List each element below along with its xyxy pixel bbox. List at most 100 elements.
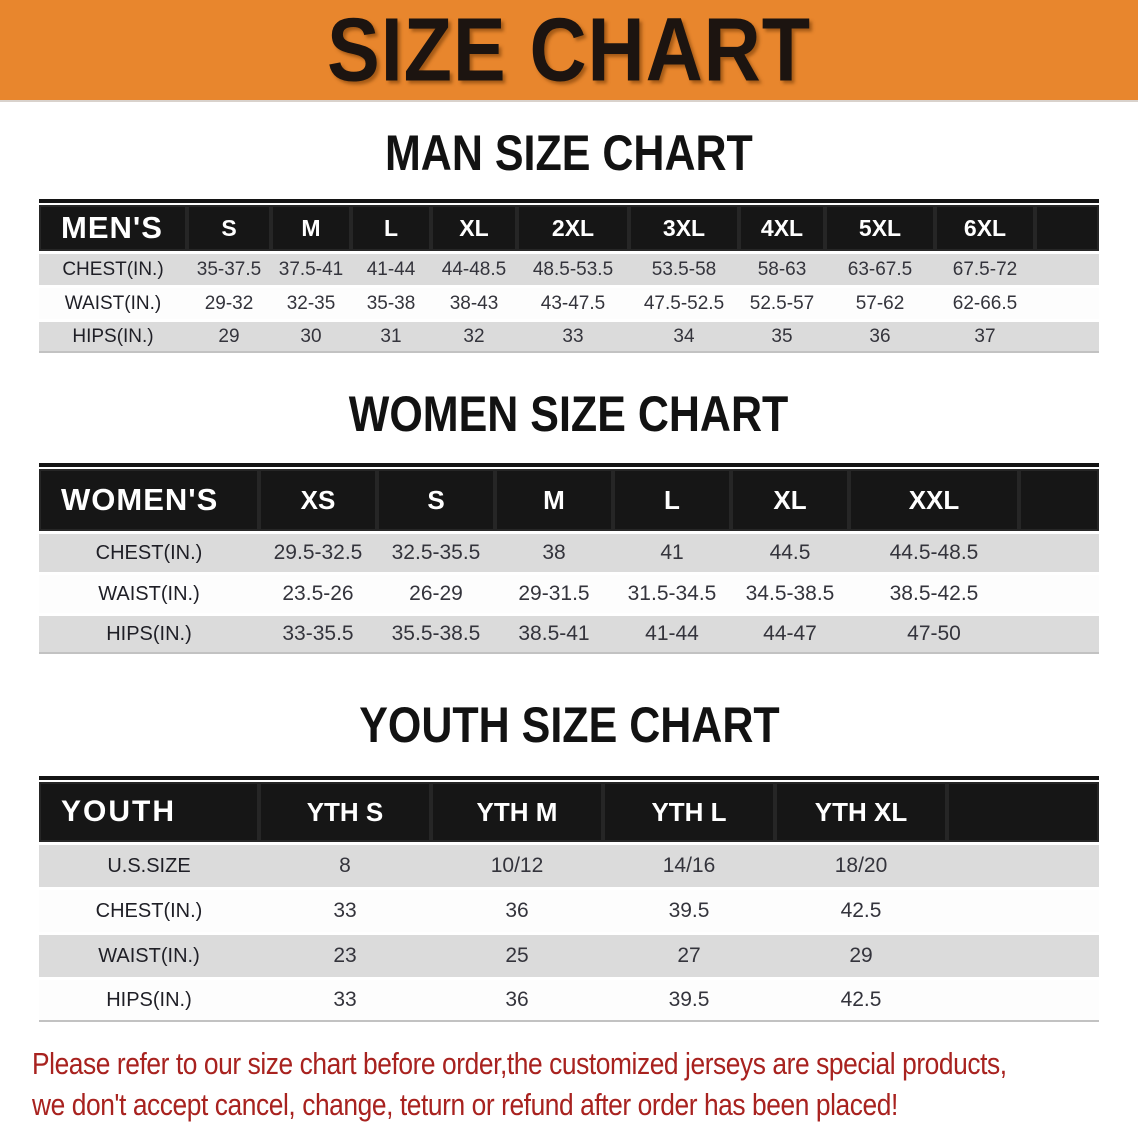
spacer-cell xyxy=(1035,251,1099,285)
size-value: 10/12 xyxy=(431,842,603,887)
size-value: 29-32 xyxy=(187,285,271,319)
size-value: 36 xyxy=(431,887,603,932)
size-value: 38.5-41 xyxy=(495,613,613,654)
row-label: WAIST(IN.) xyxy=(39,285,187,319)
size-column-header: YTH L xyxy=(603,782,775,842)
measurement-row: HIPS(IN.) 33 36 39.5 42.5 xyxy=(39,977,1099,1022)
table-top-rule xyxy=(39,776,1099,780)
disclaimer-note: Please refer to our size chart before or… xyxy=(0,1044,1138,1126)
size-header-row: YOUTH YTH S YTH M YTH L YTH XL xyxy=(39,782,1099,842)
size-value: 41 xyxy=(613,531,731,572)
size-column-header: S xyxy=(377,469,495,531)
size-value: 37.5-41 xyxy=(271,251,351,285)
row-label: U.S.SIZE xyxy=(39,842,259,887)
row-label: HIPS(IN.) xyxy=(39,977,259,1022)
measurement-row: CHEST(IN.) 35-37.5 37.5-41 41-44 44-48.5 48.5… xyxy=(39,251,1099,285)
size-value: 44-48.5 xyxy=(431,251,517,285)
spacer-cell xyxy=(947,842,1099,887)
women-section-heading-text: WOMEN SIZE CHART xyxy=(349,386,789,442)
size-column-header: YTH M xyxy=(431,782,603,842)
men-size-table-wrap: MEN'S S M L XL 2XL 3XL 4XL 5XL 6XL CHEST(IN.) 35-37… xyxy=(39,199,1099,353)
spacer-cell xyxy=(1035,285,1099,319)
youth-size-table: YOUTH YTH S YTH M YTH L YTH XL U.S.SIZE 8 10/12… xyxy=(39,782,1099,1022)
women-section-heading: WOMEN SIZE CHART xyxy=(0,389,1138,439)
size-value: 58-63 xyxy=(739,251,825,285)
size-value: 29 xyxy=(187,319,271,353)
disclaimer-line-2: we don't accept cancel, change, teturn o… xyxy=(32,1086,898,1122)
spacer-cell xyxy=(1019,613,1099,654)
men-section-heading-text: MAN SIZE CHART xyxy=(385,125,753,181)
size-value: 39.5 xyxy=(603,977,775,1022)
size-value: 43-47.5 xyxy=(517,285,629,319)
size-value: 34.5-38.5 xyxy=(731,572,849,613)
spacer-cell xyxy=(1019,531,1099,572)
measurement-row: WAIST(IN.) 29-32 32-35 35-38 38-43 43-47.5 47.… xyxy=(39,285,1099,319)
spacer-cell xyxy=(947,977,1099,1022)
size-column-header: 2XL xyxy=(517,205,629,251)
measurement-row: U.S.SIZE 8 10/12 14/16 18/20 xyxy=(39,842,1099,887)
size-value: 38.5-42.5 xyxy=(849,572,1019,613)
size-value: 53.5-58 xyxy=(629,251,739,285)
size-value: 44-47 xyxy=(731,613,849,654)
size-column-header: M xyxy=(495,469,613,531)
size-value: 36 xyxy=(431,977,603,1022)
women-size-table-wrap: WOMEN'S XS S M L XL XXL CHEST(IN.) 29.5-32.5 32.5… xyxy=(39,463,1099,654)
size-value: 38-43 xyxy=(431,285,517,319)
size-value: 31 xyxy=(351,319,431,353)
size-header-row: WOMEN'S XS S M L XL XXL xyxy=(39,469,1099,531)
size-value: 31.5-34.5 xyxy=(613,572,731,613)
size-value: 35-37.5 xyxy=(187,251,271,285)
size-value: 29-31.5 xyxy=(495,572,613,613)
size-value: 23 xyxy=(259,932,431,977)
row-label: WAIST(IN.) xyxy=(39,932,259,977)
youth-section-heading: YOUTH SIZE CHART xyxy=(0,700,1138,750)
spacer-cell xyxy=(1019,572,1099,613)
spacer-cell xyxy=(1019,469,1099,531)
size-value: 33 xyxy=(517,319,629,353)
spacer-cell xyxy=(947,782,1099,842)
size-value: 33 xyxy=(259,887,431,932)
size-value: 32.5-35.5 xyxy=(377,531,495,572)
spacer-cell xyxy=(1035,319,1099,353)
size-value: 34 xyxy=(629,319,739,353)
size-value: 48.5-53.5 xyxy=(517,251,629,285)
measurement-row: HIPS(IN.) 33-35.5 35.5-38.5 38.5-41 41-44 44-… xyxy=(39,613,1099,654)
size-value: 29.5-32.5 xyxy=(259,531,377,572)
size-column-header: XXL xyxy=(849,469,1019,531)
size-value: 33-35.5 xyxy=(259,613,377,654)
men-size-table: MEN'S S M L XL 2XL 3XL 4XL 5XL 6XL CHEST(IN.) 35-37… xyxy=(39,205,1099,353)
size-value: 47.5-52.5 xyxy=(629,285,739,319)
size-column-header: XL xyxy=(431,205,517,251)
size-header-row: MEN'S S M L XL 2XL 3XL 4XL 5XL 6XL xyxy=(39,205,1099,251)
size-value: 23.5-26 xyxy=(259,572,377,613)
table-group-label: WOMEN'S xyxy=(39,469,259,531)
size-column-header: XL xyxy=(731,469,849,531)
measurement-row: CHEST(IN.) 33 36 39.5 42.5 xyxy=(39,887,1099,932)
women-size-table: WOMEN'S XS S M L XL XXL CHEST(IN.) 29.5-32.5 32.5… xyxy=(39,469,1099,654)
size-chart-banner: SIZE CHART xyxy=(0,0,1138,102)
size-column-header: M xyxy=(271,205,351,251)
size-value: 18/20 xyxy=(775,842,947,887)
size-value: 47-50 xyxy=(849,613,1019,654)
size-value: 63-67.5 xyxy=(825,251,935,285)
size-column-header: 4XL xyxy=(739,205,825,251)
size-value: 37 xyxy=(935,319,1035,353)
size-value: 41-44 xyxy=(351,251,431,285)
table-top-rule xyxy=(39,463,1099,467)
size-value: 36 xyxy=(825,319,935,353)
size-column-header: XS xyxy=(259,469,377,531)
size-value: 42.5 xyxy=(775,887,947,932)
size-value: 8 xyxy=(259,842,431,887)
size-column-header: S xyxy=(187,205,271,251)
disclaimer-line-1: Please refer to our size chart before or… xyxy=(32,1046,1007,1081)
banner-title: SIZE CHART xyxy=(327,0,811,101)
row-label: WAIST(IN.) xyxy=(39,572,259,613)
measurement-row: CHEST(IN.) 29.5-32.5 32.5-35.5 38 41 44.5 44.5… xyxy=(39,531,1099,572)
size-value: 26-29 xyxy=(377,572,495,613)
measurement-row: HIPS(IN.) 29 30 31 32 33 34 35 36 37 xyxy=(39,319,1099,353)
size-value: 42.5 xyxy=(775,977,947,1022)
table-group-label: YOUTH xyxy=(39,782,259,842)
size-value: 25 xyxy=(431,932,603,977)
size-value: 33 xyxy=(259,977,431,1022)
size-value: 44.5-48.5 xyxy=(849,531,1019,572)
